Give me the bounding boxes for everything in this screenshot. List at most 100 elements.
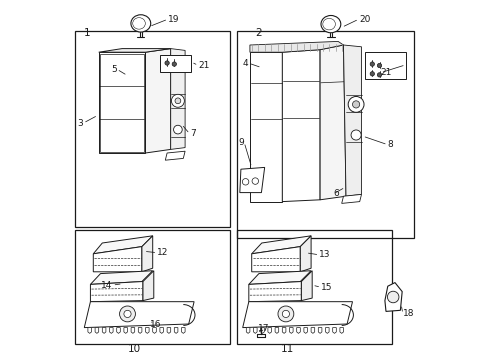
Polygon shape (289, 328, 292, 333)
Polygon shape (242, 302, 352, 328)
Text: 6: 6 (333, 189, 339, 198)
Polygon shape (296, 328, 300, 333)
Polygon shape (93, 236, 152, 254)
Polygon shape (167, 328, 170, 333)
Bar (75, 31, 230, 227)
Text: 16: 16 (150, 320, 162, 329)
Circle shape (282, 310, 289, 318)
Polygon shape (275, 328, 278, 333)
Polygon shape (318, 328, 321, 333)
Polygon shape (251, 236, 310, 254)
Polygon shape (239, 167, 264, 193)
Polygon shape (181, 328, 185, 333)
Text: 2: 2 (255, 28, 262, 39)
Polygon shape (99, 52, 145, 153)
Polygon shape (246, 328, 249, 333)
Circle shape (171, 94, 184, 107)
Polygon shape (90, 271, 152, 284)
Polygon shape (165, 151, 185, 160)
Polygon shape (131, 328, 134, 333)
Polygon shape (145, 49, 170, 153)
Polygon shape (282, 328, 285, 333)
Polygon shape (88, 328, 91, 333)
Polygon shape (267, 328, 271, 333)
Text: 3: 3 (77, 118, 83, 127)
Text: 4: 4 (242, 58, 247, 68)
Polygon shape (145, 328, 149, 333)
Polygon shape (251, 247, 300, 272)
Text: 20: 20 (358, 15, 369, 24)
Text: 14: 14 (101, 281, 112, 289)
Polygon shape (152, 328, 156, 333)
Circle shape (251, 178, 258, 184)
Polygon shape (95, 328, 99, 333)
Text: 12: 12 (157, 248, 168, 257)
Bar (237, 31, 413, 238)
Polygon shape (301, 271, 311, 301)
Ellipse shape (320, 15, 340, 33)
Polygon shape (248, 282, 301, 302)
Circle shape (352, 101, 359, 108)
Polygon shape (117, 328, 120, 333)
Circle shape (277, 306, 293, 322)
Text: 8: 8 (387, 140, 393, 149)
Circle shape (377, 63, 381, 68)
Circle shape (350, 130, 361, 140)
Polygon shape (99, 49, 170, 52)
Text: 21: 21 (380, 68, 391, 77)
Polygon shape (142, 271, 153, 301)
Bar (160, 55, 190, 72)
Circle shape (377, 73, 381, 77)
Polygon shape (84, 302, 194, 328)
Polygon shape (303, 328, 307, 333)
Circle shape (386, 291, 398, 303)
Polygon shape (384, 283, 401, 311)
Text: 13: 13 (319, 251, 330, 259)
Polygon shape (102, 328, 106, 333)
Polygon shape (343, 45, 361, 196)
Text: 1: 1 (84, 28, 91, 39)
Ellipse shape (131, 15, 150, 32)
Polygon shape (170, 49, 185, 149)
Circle shape (164, 61, 169, 65)
Bar (237, 230, 391, 344)
Polygon shape (93, 247, 142, 272)
Polygon shape (339, 328, 343, 333)
Text: 5: 5 (111, 65, 117, 74)
Text: 19: 19 (168, 15, 179, 24)
Polygon shape (325, 328, 328, 333)
Text: 9: 9 (238, 138, 244, 147)
Text: 7: 7 (189, 129, 195, 138)
Circle shape (242, 179, 248, 185)
Polygon shape (90, 282, 142, 302)
Polygon shape (249, 52, 282, 202)
Bar (365, 52, 406, 79)
Circle shape (123, 310, 131, 318)
Circle shape (120, 306, 135, 322)
Circle shape (172, 62, 176, 66)
Polygon shape (310, 328, 314, 333)
Text: 17: 17 (258, 324, 269, 333)
Polygon shape (123, 328, 127, 333)
Polygon shape (253, 328, 257, 333)
Text: 18: 18 (402, 309, 413, 318)
Polygon shape (341, 194, 361, 203)
Polygon shape (300, 236, 310, 272)
Circle shape (347, 96, 363, 112)
Circle shape (173, 125, 182, 134)
Polygon shape (142, 236, 152, 272)
Circle shape (369, 62, 374, 66)
Polygon shape (260, 328, 264, 333)
Text: 15: 15 (321, 283, 332, 292)
Polygon shape (248, 271, 310, 284)
Circle shape (369, 72, 374, 76)
Circle shape (175, 98, 181, 104)
Polygon shape (138, 328, 142, 333)
Polygon shape (100, 54, 144, 152)
Polygon shape (249, 41, 343, 52)
Bar (75, 230, 230, 344)
Text: 10: 10 (127, 344, 141, 354)
Polygon shape (282, 50, 320, 202)
Text: 11: 11 (280, 344, 293, 354)
Polygon shape (109, 328, 113, 333)
